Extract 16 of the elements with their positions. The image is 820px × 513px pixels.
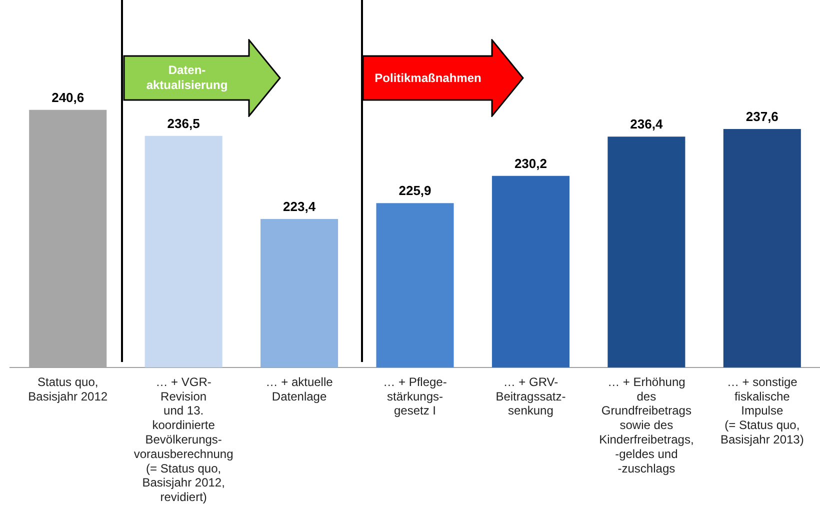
text: Daten- aktualisierung [145,63,229,93]
data-label: 236,4 [630,116,664,132]
text: Politikmaßnahmen [374,71,482,86]
data-label: 237,6 [746,109,778,124]
data-label: 223,4 [283,199,316,214]
x-tick-label: … + aktuelle Datenlage [266,374,334,404]
x-tick-label: … + sonstige fiskalische Impulse (= Status quo, Basisjahr 2013) [720,374,804,447]
x-tick-label: Status quo, Basisjahr 2012 [28,374,108,404]
data-label: 225,9 [398,183,432,198]
data-label: 236,5 [167,116,200,132]
data-label: 240,6 [52,90,84,106]
data-label: 230,2 [514,156,547,171]
x-tick-label: … + Pflege- stärkungs- gesetz I [383,374,447,418]
category-label: … + VGR- Revision und 13. koordinierte Bevölkerungs- vorausberechnung (= Status quo, Basisjahr 2012, revidiert) [134,374,234,504]
x-tick-label: … + Erhöhung des Grundfreibetrags sowie des Kinderfreibetrags, -geldes und -zuschlags [599,374,694,476]
x-tick-label: … + GRV- Beitragssatz- senkung [496,374,566,418]
